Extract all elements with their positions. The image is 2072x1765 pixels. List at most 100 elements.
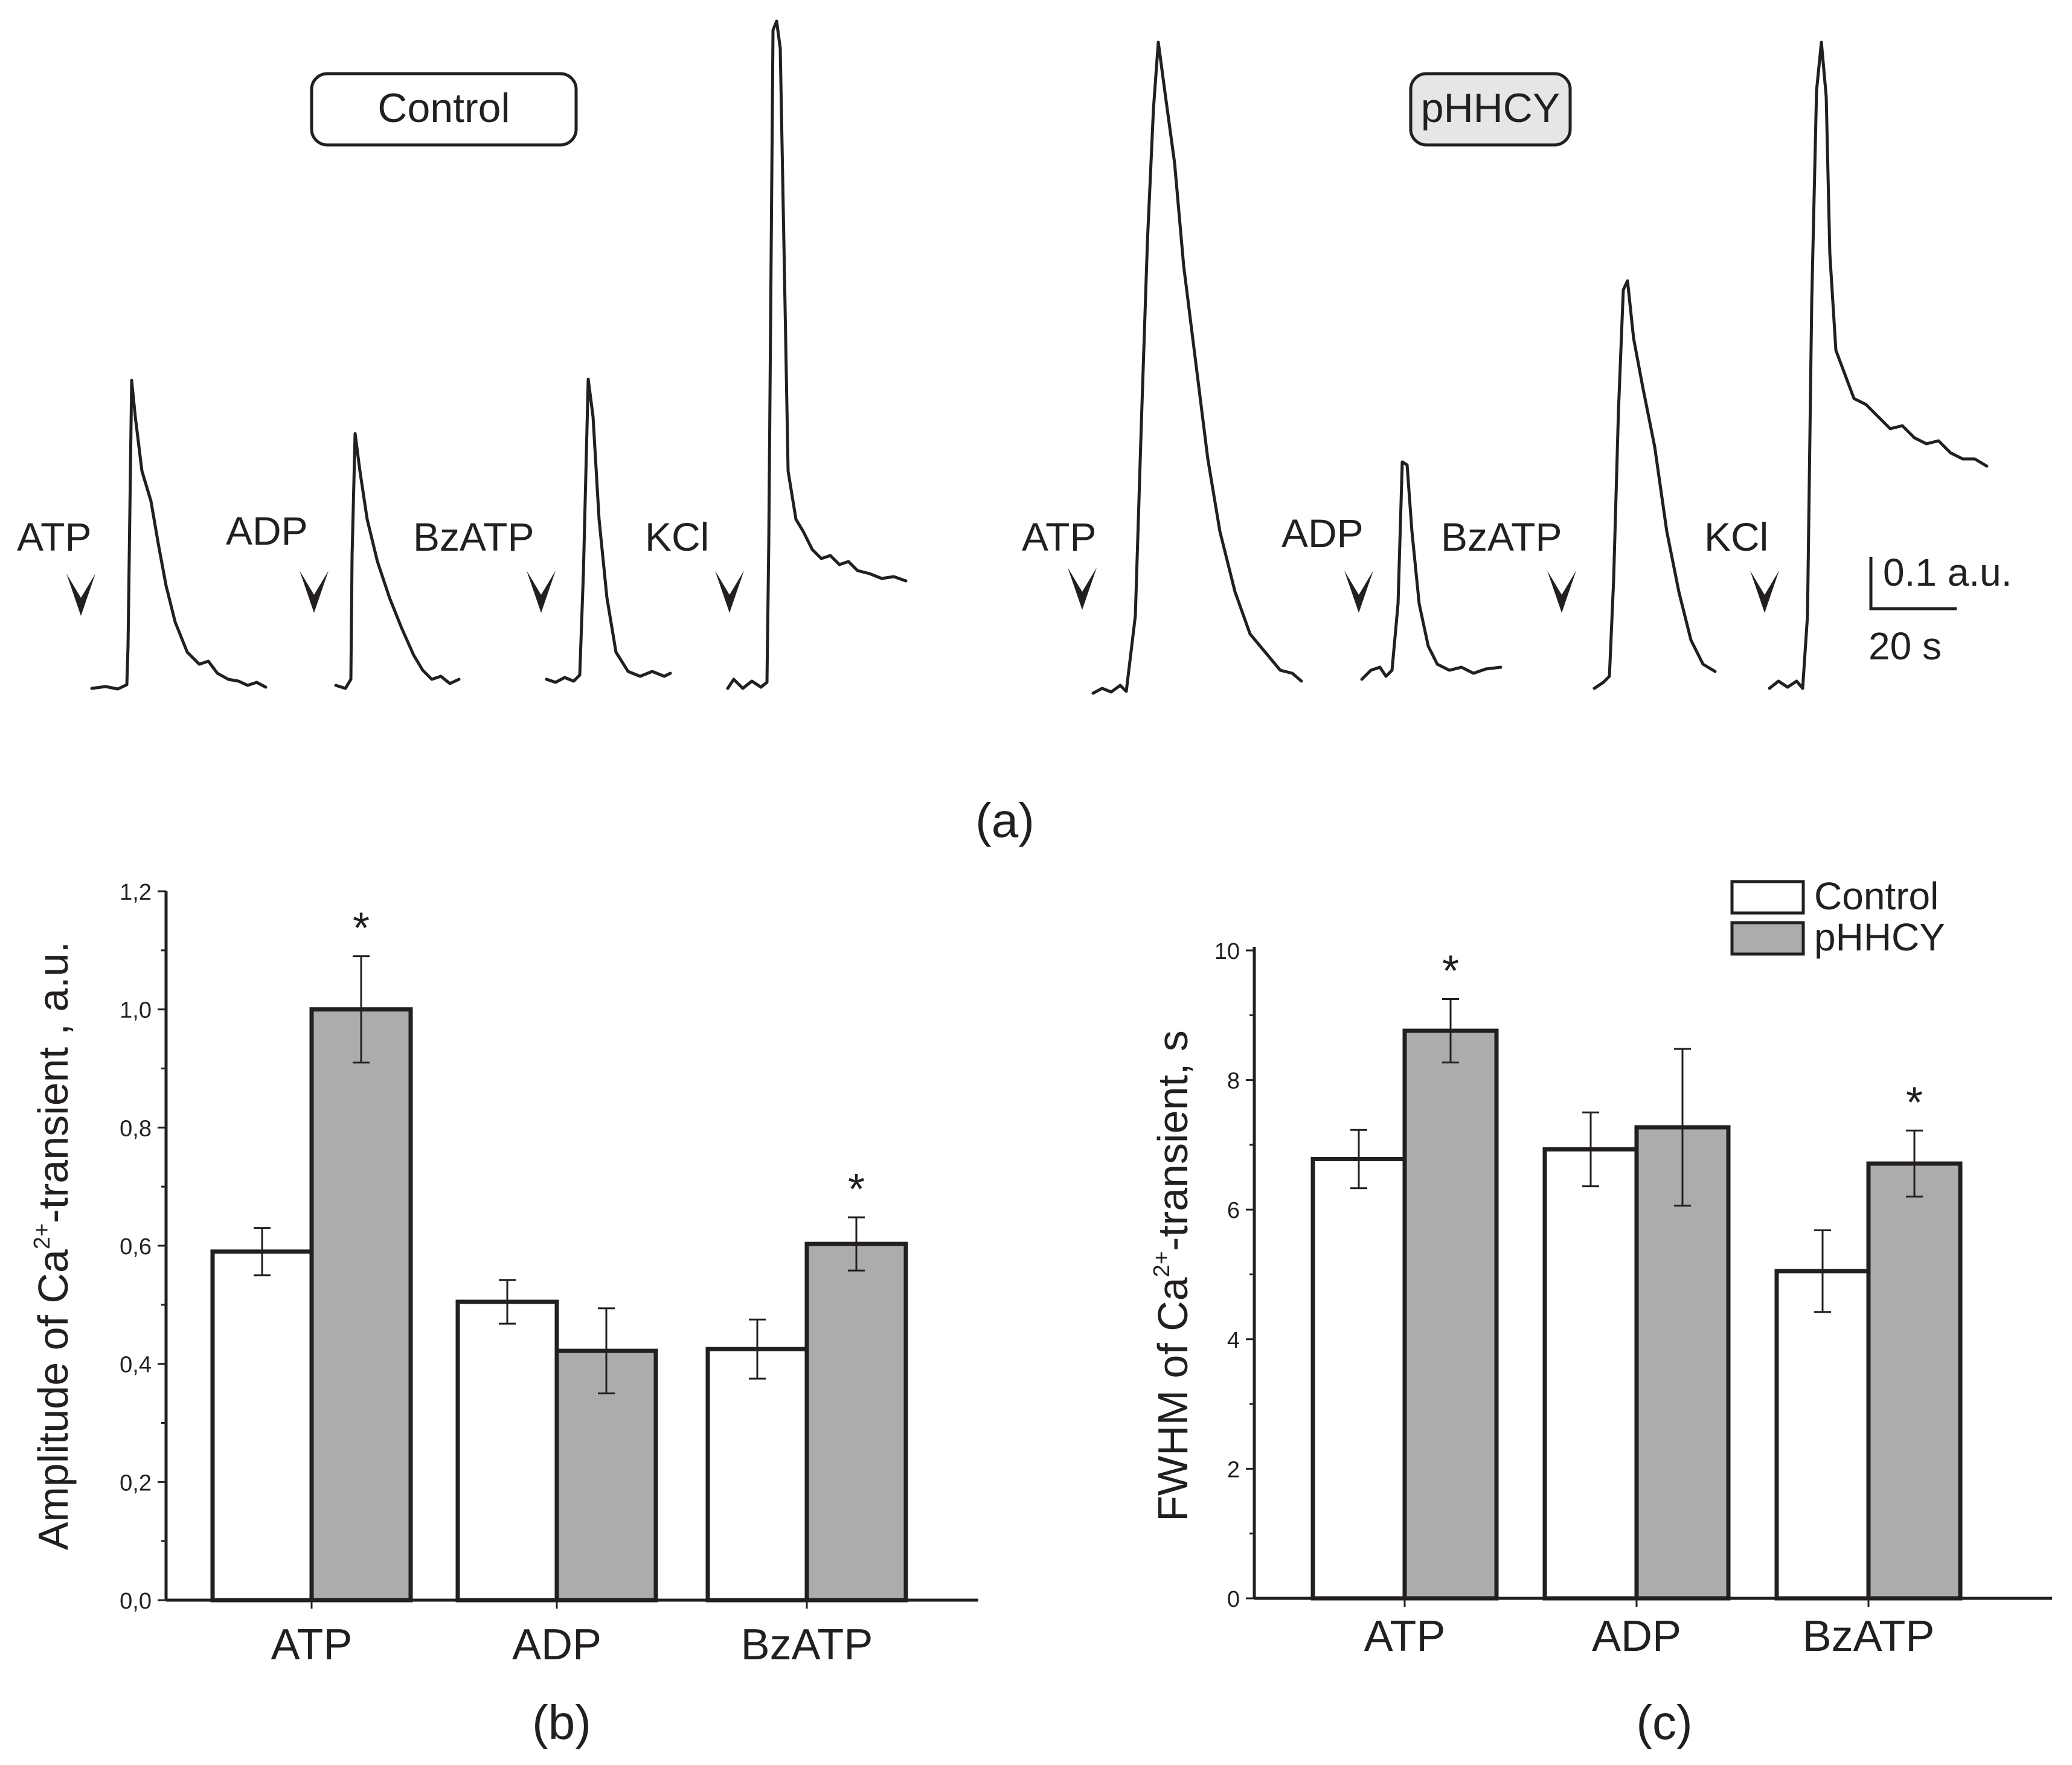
b-error-bar-phhcy-adp <box>598 1307 615 1395</box>
b-y-title-sup: 2+ <box>30 1223 55 1249</box>
c-error-bar-phhcy-adp <box>1674 1048 1691 1207</box>
b-error-bar-control-atp <box>254 1227 271 1277</box>
b-error-bar-phhcy-atp <box>353 955 370 1064</box>
control-atp-label: ATP <box>17 514 91 559</box>
legend-control-swatch <box>1730 880 1805 915</box>
b-bar-control-bzatp <box>705 1347 809 1603</box>
control-tag-label: Control <box>377 85 510 131</box>
control-bzatp-trace <box>545 377 672 684</box>
c-y-axis-title: FWHM of Ca2+-transient, s <box>1149 1030 1196 1521</box>
phhcy-adp-trace <box>1360 460 1503 681</box>
c-error-bar-phhcy-atp <box>1442 998 1459 1064</box>
c-ticks: 0 2 4 6 8 10 <box>1214 939 1870 1612</box>
scale-bar <box>1869 557 1957 610</box>
c-y-title-pre: FWHM of Ca <box>1149 1277 1196 1522</box>
legend-phhcy-swatch <box>1730 921 1805 956</box>
b-category-label: ATP <box>271 1621 353 1669</box>
phhcy-tag-box <box>1409 72 1572 147</box>
c-bar-phhcy-bzatp <box>1866 1161 1963 1601</box>
b-y-title-pre: Amplitude of Ca <box>30 1249 77 1550</box>
legend: Control pHHCY <box>1730 874 1945 959</box>
b-labels: ATP * ADP BzATP * <box>271 905 873 1669</box>
c-error-bar-phhcy-bzatp <box>1906 1129 1923 1198</box>
c-y-tick-label: 10 <box>1214 939 1240 964</box>
legend-phhcy-label: pHHCY <box>1814 915 1945 959</box>
b-y-tick-label: 1,0 <box>120 998 152 1023</box>
control-adp-trace <box>334 432 461 690</box>
panel-a: Control pHHCY ATP ADP BzATP KCl ATP ADP … <box>17 19 2012 847</box>
b-y-tick-label: 0,6 <box>120 1234 152 1260</box>
b-bar-control-adp <box>455 1299 559 1603</box>
c-y-tick-label: 4 <box>1227 1328 1240 1353</box>
c-error-bar-control-bzatp <box>1814 1229 1831 1313</box>
b-bar-phhcy-atp <box>309 1007 413 1603</box>
b-bar-phhcy-bzatp <box>804 1241 908 1603</box>
arrow-control-atp-icon <box>66 574 95 616</box>
b-error-bar-phhcy-bzatp <box>848 1216 865 1272</box>
c-category-label: ATP <box>1364 1612 1446 1661</box>
arrow-control-adp-icon <box>300 571 329 613</box>
scale-amplitude-label: 0.1 a.u. <box>1883 551 2012 594</box>
c-category-label: ADP <box>1592 1612 1681 1661</box>
c-bar-control-adp <box>1542 1147 1639 1601</box>
c-bar-phhcy-atp <box>1402 1028 1499 1601</box>
control-adp-label: ADP <box>226 508 308 553</box>
control-bzatp-label: BzATP <box>413 514 534 559</box>
b-y-title-post: -transient , a.u. <box>30 941 77 1223</box>
panel-a-label: (a) <box>975 793 1034 847</box>
b-significance-marker: * <box>848 1165 865 1214</box>
b-category-label: ADP <box>512 1621 601 1669</box>
c-error-bar-control-atp <box>1350 1129 1367 1190</box>
b-category-label: BzATP <box>741 1621 873 1669</box>
c-category-label: BzATP <box>1803 1612 1935 1661</box>
c-y-tick-label: 0 <box>1227 1587 1240 1612</box>
c-y-tick-label: 6 <box>1227 1198 1240 1223</box>
phhcy-atp-label: ATP <box>1022 514 1096 559</box>
c-bar-control-bzatp <box>1774 1269 1871 1601</box>
phhcy-atp-trace <box>1091 40 1303 695</box>
b-y-axis-title: Amplitude of Ca2+-transient , a.u. <box>30 941 77 1550</box>
c-y-title-sup: 2+ <box>1149 1251 1175 1277</box>
c-y-tick-label: 8 <box>1227 1069 1240 1094</box>
control-atp-trace <box>90 379 268 691</box>
arrow-control-bzatp-icon <box>527 571 556 613</box>
b-y-tick-label: 0,8 <box>120 1116 152 1141</box>
b-significance-marker: * <box>353 905 370 953</box>
b-y-tick-label: 0,2 <box>120 1470 152 1496</box>
c-bars <box>1310 998 1963 1601</box>
b-y-tick-label: 1,2 <box>120 880 152 905</box>
phhcy-bzatp-trace <box>1592 279 1717 690</box>
phhcy-kcl-trace <box>1768 40 1989 690</box>
c-bar-control-atp <box>1310 1157 1407 1601</box>
b-error-bar-control-adp <box>499 1279 516 1325</box>
phhcy-kcl-label: KCl <box>1704 514 1768 559</box>
c-error-bar-control-adp <box>1582 1111 1599 1188</box>
b-y-tick-label: 0,0 <box>120 1589 152 1614</box>
panel-c-label: (c) <box>1636 1696 1692 1749</box>
c-y-tick-label: 2 <box>1227 1457 1240 1482</box>
control-kcl-trace <box>726 19 908 690</box>
arrow-phhcy-atp-icon <box>1068 568 1097 610</box>
phhcy-adp-label: ADP <box>1281 511 1364 556</box>
b-y-tick-label: 0,4 <box>120 1353 152 1378</box>
c-significance-marker: * <box>1442 947 1459 995</box>
arrow-phhcy-kcl-icon <box>1750 571 1779 613</box>
control-kcl-label: KCl <box>645 514 709 559</box>
c-y-title-post: -transient, s <box>1149 1030 1196 1251</box>
panel-b: 0,0 0,2 0,4 0,6 0,8 1,0 1,2 ATP * ADP BzATP * Ampl… <box>30 880 978 1749</box>
phhcy-tag-label: pHHCY <box>1421 85 1560 131</box>
b-ticks: 0,0 0,2 0,4 0,6 0,8 1,0 1,2 <box>120 880 808 1614</box>
c-labels: ATP * ADP BzATP * <box>1364 947 1935 1661</box>
arrow-control-kcl-icon <box>715 571 744 613</box>
arrow-phhcy-bzatp-icon <box>1547 571 1576 613</box>
arrow-phhcy-adp-icon <box>1344 571 1373 613</box>
legend-control-label: Control <box>1814 874 1939 918</box>
b-bar-control-atp <box>210 1249 314 1603</box>
c-significance-marker: * <box>1906 1078 1923 1127</box>
b-bars <box>210 955 908 1603</box>
control-tag-box <box>310 72 578 147</box>
b-error-bar-control-bzatp <box>749 1318 766 1380</box>
scale-time-label: 20 s <box>1868 624 1942 668</box>
panel-b-label: (b) <box>532 1696 591 1749</box>
